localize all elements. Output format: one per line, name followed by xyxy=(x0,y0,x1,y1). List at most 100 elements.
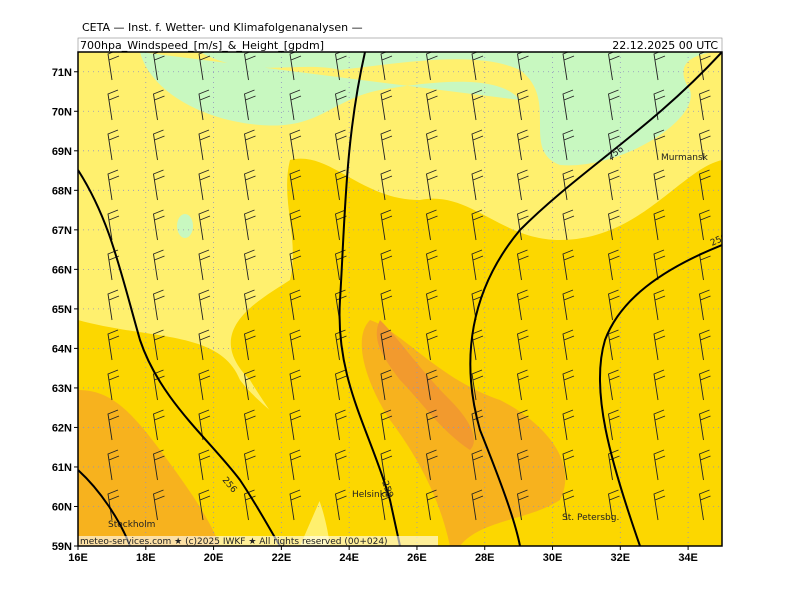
lat-tick-label: 60N xyxy=(52,501,72,513)
wind-barb xyxy=(608,289,620,321)
wind-barb xyxy=(107,209,120,241)
lon-tick-label: 22E xyxy=(272,552,292,564)
lat-tick-label: 64N xyxy=(52,343,72,355)
wind-barb xyxy=(653,169,666,201)
wind-barb xyxy=(380,329,393,361)
wind-barb xyxy=(608,89,620,121)
footer-box xyxy=(78,536,438,546)
wind-barb xyxy=(380,449,393,481)
wind-barb xyxy=(517,409,529,441)
speed-band xyxy=(140,52,722,166)
wind-barb xyxy=(107,329,120,361)
wind-barb xyxy=(426,409,438,441)
footer: meteo-services.com ★ (c)2025 IWKF ★ All … xyxy=(80,537,388,547)
wind-barb xyxy=(517,449,529,481)
wind-barb xyxy=(653,129,666,161)
wind-barb xyxy=(562,209,575,241)
wind-barb xyxy=(335,449,347,481)
lat-tick-label: 68N xyxy=(52,185,72,197)
wind-barb xyxy=(699,89,711,121)
lat-tick-label: 70N xyxy=(52,106,72,118)
wind-barb xyxy=(426,129,438,161)
wind-barb xyxy=(153,329,165,361)
wind-barb xyxy=(107,52,120,81)
wind-barb xyxy=(562,409,575,441)
wind-barb xyxy=(335,369,347,401)
wind-barb xyxy=(471,489,484,521)
wind-barb xyxy=(198,129,211,161)
lon-tick-label: 24E xyxy=(339,552,359,564)
wind-barb xyxy=(380,289,393,321)
city-label: Murmansk xyxy=(661,153,709,163)
header-title: CETA — Inst. f. Wetter- und Klimafolgena… xyxy=(82,21,363,34)
wind-barb xyxy=(198,169,211,201)
wind-barb xyxy=(289,249,302,281)
city-label: Helsinki xyxy=(352,490,387,500)
wind-barb xyxy=(198,52,211,81)
wind-barb xyxy=(335,289,347,321)
wind-barb xyxy=(289,289,302,321)
wind-barb xyxy=(562,52,575,81)
wind-barb xyxy=(380,129,393,161)
wind-barb xyxy=(107,489,120,521)
wind-barb xyxy=(289,89,302,121)
wind-barb xyxy=(244,409,256,441)
wind-barb xyxy=(471,449,484,481)
wind-barb xyxy=(608,209,620,241)
lon-tick-label: 32E xyxy=(611,552,631,564)
wind-barb xyxy=(426,289,438,321)
wind-barb xyxy=(608,369,620,401)
wind-barb xyxy=(289,209,302,241)
contour-line xyxy=(338,52,401,546)
wind-barb xyxy=(653,289,666,321)
wind-barb xyxy=(198,289,211,321)
wind-barb xyxy=(244,449,256,481)
speed-band xyxy=(376,320,474,450)
wind-barb xyxy=(653,449,666,481)
wind-barb xyxy=(562,129,575,161)
wind-barb xyxy=(153,409,165,441)
wind-barb xyxy=(517,289,529,321)
wind-barb xyxy=(471,209,484,241)
wind-barb xyxy=(426,89,438,121)
wind-barb xyxy=(471,52,484,81)
wind-barb xyxy=(335,169,347,201)
contour-line xyxy=(78,169,281,546)
wind-barb xyxy=(380,169,393,201)
wind-barb xyxy=(198,249,211,281)
wind-barb xyxy=(426,169,438,201)
wind-barb xyxy=(380,52,393,81)
lon-tick-label: 18E xyxy=(136,552,156,564)
wind-barb xyxy=(198,449,211,481)
wind-barb xyxy=(608,249,620,281)
wind-barb xyxy=(198,89,211,121)
wind-barb xyxy=(335,89,347,121)
contour-line xyxy=(469,52,722,546)
lon-tick-label: 16E xyxy=(68,552,88,564)
city-label: Stockholm xyxy=(108,520,155,530)
lat-tick-label: 66N xyxy=(52,264,72,276)
wind-barb xyxy=(153,52,165,81)
lat-tick-label: 71N xyxy=(52,67,72,79)
wind-barb xyxy=(699,129,711,161)
wind-barb xyxy=(562,89,575,121)
wind-barb xyxy=(426,369,438,401)
wind-barb xyxy=(653,329,666,361)
wind-barb xyxy=(562,369,575,401)
wind-barb xyxy=(699,369,711,401)
wind-barb xyxy=(653,249,666,281)
wind-barb xyxy=(198,209,211,241)
wind-barb xyxy=(335,129,347,161)
wind-barb xyxy=(289,169,302,201)
wind-barb xyxy=(335,52,347,81)
wind-barb xyxy=(517,489,529,521)
wind-barb xyxy=(562,169,575,201)
wind-barb xyxy=(699,489,711,521)
wind-barb xyxy=(653,89,666,121)
wind-barb xyxy=(107,449,120,481)
header-subtitle: 700hpa_Windspeed_[m/s]_&_Height_[gpdm] xyxy=(80,39,324,52)
wind-barb xyxy=(244,289,256,321)
speed-band xyxy=(78,390,220,546)
